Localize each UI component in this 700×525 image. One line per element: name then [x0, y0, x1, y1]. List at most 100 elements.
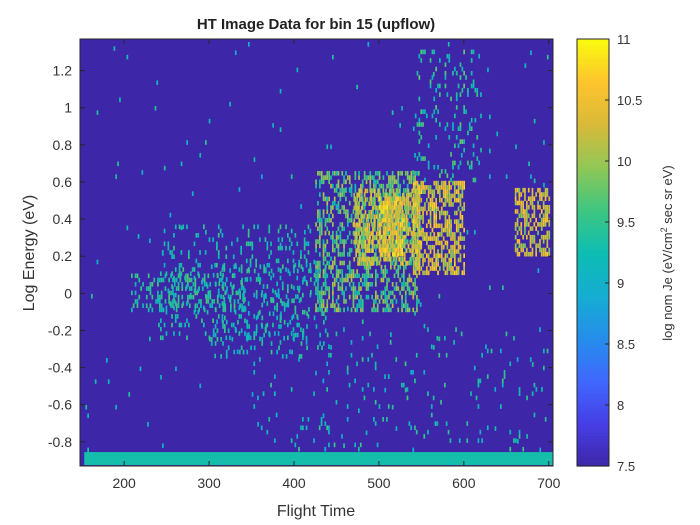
heatmap-cell	[448, 215, 451, 220]
heatmap-cell	[520, 222, 523, 227]
heatmap-cell	[439, 122, 441, 127]
heatmap-cell	[322, 256, 325, 261]
heatmap-cell	[414, 244, 417, 250]
heatmap-cell	[328, 171, 330, 176]
heatmap-cell	[178, 224, 181, 230]
heatmap-cell	[392, 205, 394, 210]
heatmap-cell	[320, 179, 323, 185]
heatmap-cell	[439, 266, 441, 271]
heatmap-cell	[391, 290, 394, 296]
heatmap-cell	[205, 229, 207, 235]
heatmap-cell	[298, 446, 300, 452]
heatmap-cell	[348, 269, 351, 274]
heatmap-cell	[397, 183, 400, 189]
heatmap-cell	[374, 192, 376, 198]
heatmap-cell	[359, 252, 361, 258]
heatmap-cell	[328, 175, 330, 180]
heatmap-cell	[539, 222, 541, 227]
heatmap-cell	[416, 219, 419, 224]
heatmap-cell	[222, 307, 225, 313]
heatmap-cell	[435, 185, 437, 190]
heatmap-cell	[315, 239, 317, 244]
heatmap-cell	[253, 335, 256, 341]
heatmap-cell	[388, 192, 391, 198]
heatmap-cell	[163, 165, 166, 171]
heatmap-cell	[478, 160, 480, 166]
colorbar-segment	[577, 392, 609, 397]
heatmap-cell	[341, 226, 344, 232]
heatmap-cell	[365, 430, 368, 436]
heatmap-cell	[416, 257, 419, 263]
colorbar-segment	[577, 411, 609, 415]
heatmap-cell	[175, 366, 177, 372]
heatmap-cell	[161, 335, 164, 341]
heatmap-cell	[382, 247, 385, 253]
heatmap-cell	[382, 200, 385, 206]
heatmap-cell	[157, 294, 159, 300]
heatmap-cell	[463, 180, 465, 186]
heatmap-cell	[386, 183, 388, 189]
heatmap-cell	[391, 260, 394, 266]
heatmap-cell	[245, 241, 248, 247]
heatmap-cell	[403, 200, 405, 206]
heatmap-cell	[356, 209, 358, 214]
heatmap-cell	[242, 285, 245, 291]
heatmap-cell	[372, 239, 374, 245]
heatmap-cell	[431, 49, 434, 55]
heatmap-cell	[459, 185, 462, 190]
heatmap-cell	[362, 235, 365, 241]
heatmap-cell	[328, 290, 330, 296]
heatmap-cell	[405, 248, 408, 253]
heatmap-cell	[529, 234, 532, 240]
colorbar-segment	[577, 344, 609, 348]
heatmap-cell	[457, 83, 460, 89]
heatmap-cell	[411, 231, 414, 236]
heatmap-cell	[307, 250, 310, 255]
heatmap-cell	[446, 185, 449, 190]
heatmap-cell	[276, 281, 278, 287]
heatmap-cell	[198, 299, 200, 304]
heatmap-cell	[319, 230, 321, 236]
heatmap-cell	[366, 244, 369, 249]
heatmap-cell	[460, 153, 463, 158]
heatmap-cell	[401, 299, 403, 304]
heatmap-cell	[395, 260, 398, 266]
colorbar-segment	[577, 368, 609, 373]
heatmap-cell	[298, 322, 300, 328]
heatmap-cell	[294, 305, 297, 311]
heatmap-cell	[175, 277, 178, 283]
heatmap-cell	[169, 250, 171, 255]
heatmap-cell	[322, 239, 325, 244]
heatmap-cell	[354, 175, 357, 180]
heatmap-cell	[537, 205, 539, 210]
heatmap-cell	[188, 286, 191, 291]
heatmap-cell	[406, 260, 409, 266]
heatmap-cell	[413, 188, 415, 194]
heatmap-cell	[418, 171, 420, 176]
heatmap-cell	[539, 243, 541, 248]
heatmap-cell	[268, 332, 271, 338]
heatmap-cell	[418, 219, 421, 224]
heatmap-cell	[420, 180, 423, 186]
heatmap-cell	[359, 257, 361, 262]
heatmap-cell	[268, 224, 271, 230]
heatmap-cell	[315, 324, 318, 329]
heatmap-cell	[257, 314, 259, 319]
heatmap-cell	[477, 438, 480, 443]
heatmap-cell	[363, 192, 366, 197]
heatmap-cell	[416, 303, 418, 308]
heatmap-cell	[412, 253, 415, 258]
heatmap-cell	[372, 222, 374, 228]
y-tick-label: 1.2	[53, 63, 73, 79]
heatmap-cell	[324, 222, 327, 227]
heatmap-cell	[420, 156, 423, 161]
heatmap-cell	[388, 257, 391, 262]
heatmap-cell	[274, 305, 276, 311]
heatmap-cell	[343, 260, 345, 266]
heatmap-cell	[466, 229, 469, 235]
heatmap-cell	[395, 357, 398, 362]
heatmap-cell	[392, 200, 394, 206]
heatmap-cell	[341, 286, 344, 291]
heatmap-cell	[480, 92, 482, 97]
heatmap-cell	[306, 324, 308, 329]
